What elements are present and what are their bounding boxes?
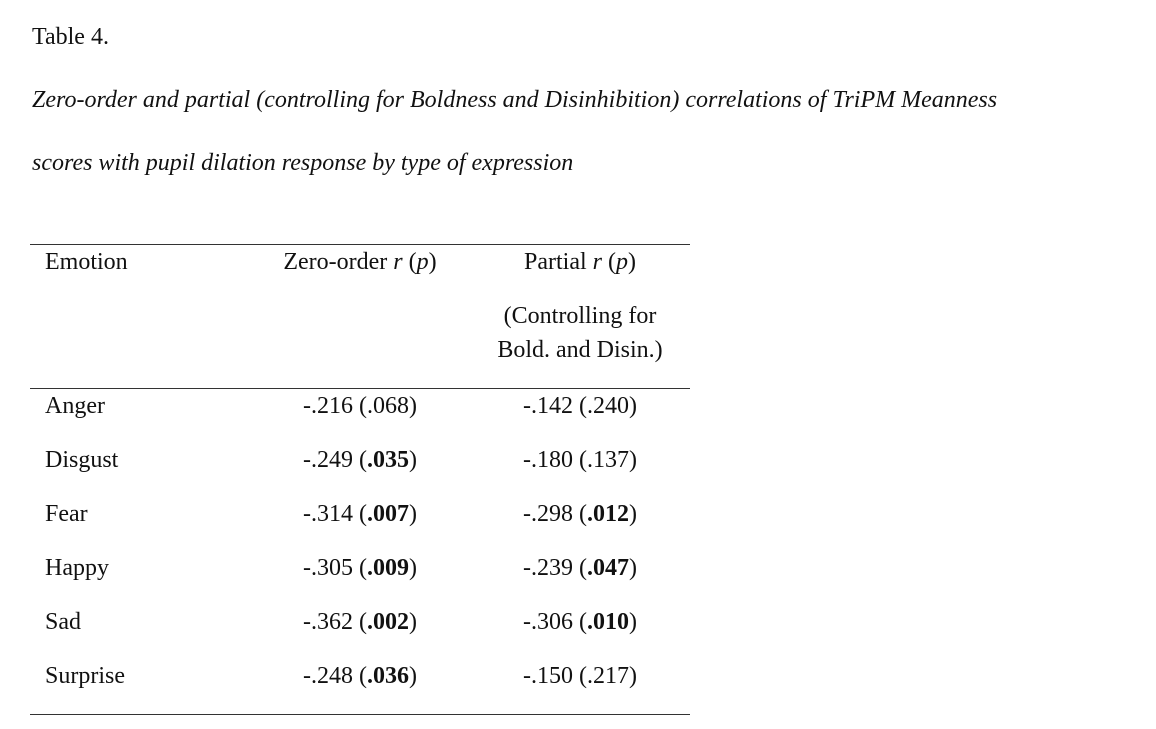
text-run: ) xyxy=(408,609,417,635)
header-note: (Controlling for xyxy=(503,303,657,329)
value-cell: -.305 (.009) xyxy=(250,553,470,583)
value-cell: -.362 (.002) xyxy=(250,607,470,637)
text-run: .009 xyxy=(366,555,409,581)
text-run: ) xyxy=(408,555,417,581)
text-run: -.298 ( xyxy=(523,501,587,527)
text-run: -.216 (.068) xyxy=(303,393,417,419)
text-run: Fear xyxy=(45,501,88,527)
text-run: ) xyxy=(628,555,637,581)
text-run: r xyxy=(393,249,403,275)
text-run: ) xyxy=(628,249,636,275)
text-run: ) xyxy=(628,609,637,635)
text-run: Surprise xyxy=(45,663,125,689)
text-run: ( xyxy=(402,249,417,275)
value-cell: -.314 (.007) xyxy=(250,499,470,529)
text-run: -.239 ( xyxy=(523,555,587,581)
text-run: Sad xyxy=(45,609,81,635)
value-cell: -.298 (.012) xyxy=(470,499,690,529)
text-run: .036 xyxy=(366,663,409,689)
value-cell: -.180 (.137) xyxy=(470,445,690,475)
row-label: Sad xyxy=(45,607,81,637)
text-run: -.305 ( xyxy=(303,555,367,581)
text-run: p xyxy=(616,249,628,275)
text-run: .012 xyxy=(586,501,629,527)
text-run: .047 xyxy=(586,555,629,581)
text-run: Zero-order xyxy=(283,249,394,275)
text-run: -.248 ( xyxy=(303,663,367,689)
value-cell: -.142 (.240) xyxy=(470,391,690,421)
value-cell: -.150 (.217) xyxy=(470,661,690,691)
row-label: Surprise xyxy=(45,661,125,691)
text-run: Disgust xyxy=(45,447,119,473)
header-cell: Partial r (p) xyxy=(470,247,690,277)
row-label: Happy xyxy=(45,553,109,583)
title-line: scores with pupil dilation response by t… xyxy=(32,150,574,176)
header-cell: Zero-order r (p) xyxy=(250,247,470,277)
text-run: p xyxy=(416,249,429,275)
text-run: ) xyxy=(408,447,417,473)
text-run: -.314 ( xyxy=(303,501,367,527)
header-cell: Emotion xyxy=(45,247,128,277)
row-label: Anger xyxy=(45,391,105,421)
text-run: ) xyxy=(408,663,417,689)
row-label: Disgust xyxy=(45,445,118,475)
text-run: r xyxy=(592,249,602,275)
value-cell: -.248 (.036) xyxy=(250,661,470,691)
text-run: .035 xyxy=(366,447,409,473)
row-label: Fear xyxy=(45,499,88,529)
title-line: Zero-order and partial (controlling for … xyxy=(32,87,998,113)
table-label: Table 4. xyxy=(32,24,109,50)
text-run: ) xyxy=(428,249,437,275)
text-run: -.362 ( xyxy=(303,609,367,635)
text-run: Partial xyxy=(524,249,593,275)
text-run: ( xyxy=(602,249,616,275)
text-run: -.306 ( xyxy=(523,609,587,635)
value-cell: -.216 (.068) xyxy=(250,391,470,421)
top-rule xyxy=(30,244,690,245)
text-run: .010 xyxy=(586,609,629,635)
text-run: -.150 (.217) xyxy=(523,663,637,689)
header-note: Bold. and Disin.) xyxy=(497,337,663,363)
value-cell: -.239 (.047) xyxy=(470,553,690,583)
text-run: -.249 ( xyxy=(303,447,367,473)
text-run: .002 xyxy=(366,609,409,635)
text-run: Anger xyxy=(45,393,105,419)
text-run: -.142 (.240) xyxy=(523,393,637,419)
bottom-rule xyxy=(30,714,690,715)
text-run: Emotion xyxy=(45,249,128,275)
text-run: ) xyxy=(628,501,637,527)
text-run: -.180 (.137) xyxy=(523,447,637,473)
header-rule xyxy=(30,388,690,389)
value-cell: -.306 (.010) xyxy=(470,607,690,637)
text-run: .007 xyxy=(366,501,409,527)
value-cell: -.249 (.035) xyxy=(250,445,470,475)
text-run: ) xyxy=(408,501,417,527)
text-run: Happy xyxy=(45,555,109,581)
